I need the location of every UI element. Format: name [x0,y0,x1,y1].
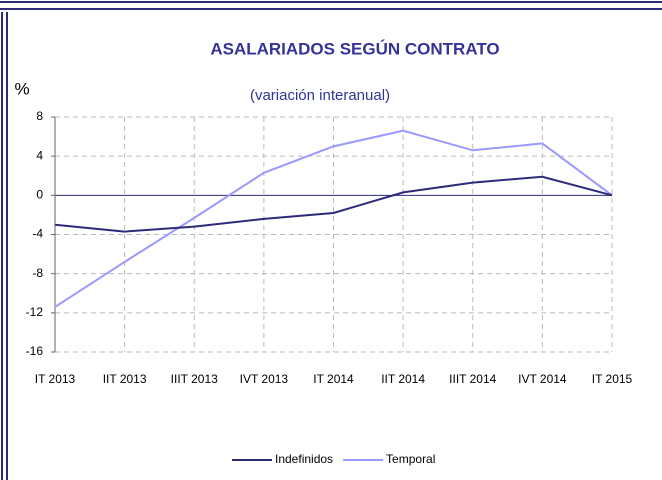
x-tick-label: IIIT 2013 [171,372,218,386]
x-tick-label: IVT 2013 [240,372,289,386]
y-axis-label: % [14,79,29,98]
y-tick-label: -16 [26,344,44,358]
chart-subtitle: (variación interanual) [250,87,390,104]
y-tick-label: -4 [32,227,43,241]
series-line [54,129,613,308]
y-tick-label: 4 [36,148,43,162]
x-tick-label: IVT 2014 [518,372,567,386]
legend-label: Indefinidos [275,452,333,466]
chart-title: ASALARIADOS SEGÚN CONTRATO [210,39,499,58]
x-tick-label: IIIT 2014 [449,372,496,386]
series-line [54,175,613,233]
y-tick-label: 0 [36,188,43,202]
legend-label: Temporal [386,452,435,466]
y-tick-label: -8 [32,266,43,280]
x-tick-label: IIT 2014 [381,372,425,386]
x-tick-label: IT 2015 [592,372,633,386]
x-tick-label: IT 2014 [313,372,354,386]
x-tick-label: IIT 2013 [103,372,147,386]
y-tick-label: 8 [36,109,43,123]
x-tick-label: IT 2013 [35,372,76,386]
y-tick-label: -12 [26,305,44,319]
